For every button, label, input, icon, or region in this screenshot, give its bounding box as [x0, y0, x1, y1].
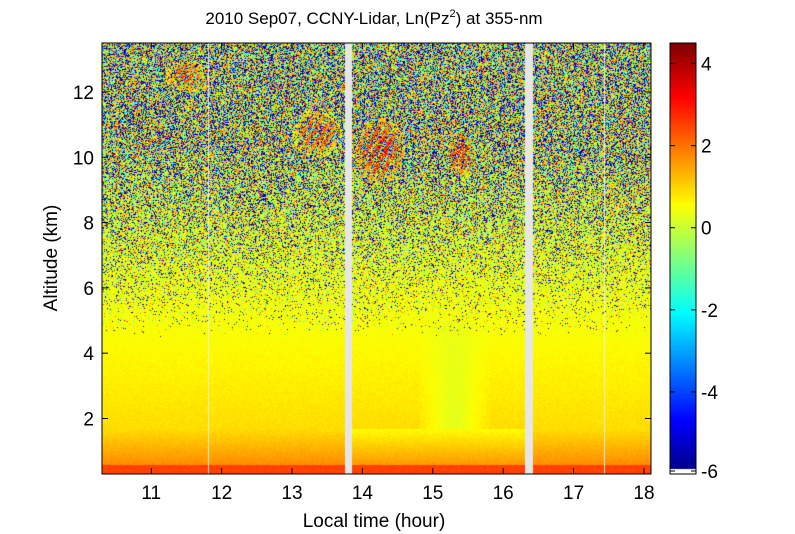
colorbar-tick-label: -4 — [701, 383, 718, 404]
colorbar-tick-label: 0 — [701, 219, 712, 240]
y-tick-label: 8 — [83, 214, 94, 235]
x-tick-label: 16 — [493, 483, 514, 504]
y-tick-label: 6 — [83, 279, 94, 300]
x-tick-label: 12 — [211, 483, 232, 504]
y-tick-label: 2 — [83, 409, 94, 430]
y-axis: 2 4 6 8 10 12 — [73, 83, 651, 430]
x-axis-label: Local time (hour) — [303, 511, 446, 532]
y-axis-label: Altitude (km) — [41, 205, 62, 312]
colorbar-tick-label: -2 — [701, 301, 718, 322]
colorbar-tick-label: 2 — [701, 137, 712, 158]
x-tick-label: 11 — [141, 483, 161, 504]
colorbar-image — [670, 43, 696, 474]
y-tick-label: 12 — [73, 83, 94, 104]
x-tick-label: 13 — [281, 483, 302, 504]
x-tick-label: 15 — [422, 483, 443, 504]
colorbar-frame — [669, 42, 697, 475]
heatmap-image — [102, 43, 651, 474]
y-tick-label: 10 — [73, 148, 94, 169]
colorbar-tick-label: 4 — [701, 55, 712, 76]
plot-frame — [101, 42, 652, 475]
colorbar-tick-label: -6 — [701, 462, 718, 483]
y-tick-label: 4 — [83, 344, 94, 365]
x-axis: 11 12 13 14 15 16 17 18 — [141, 43, 655, 504]
x-tick-label: 18 — [633, 483, 654, 504]
chart-title: 2010 Sep07, CCNY-Lidar, Ln(Pz2) at 355-n… — [205, 8, 542, 28]
colorbar-axis: -6 -4 -2 0 2 4 — [670, 55, 718, 483]
x-tick-label: 14 — [352, 483, 374, 504]
x-tick-label: 17 — [563, 483, 584, 504]
